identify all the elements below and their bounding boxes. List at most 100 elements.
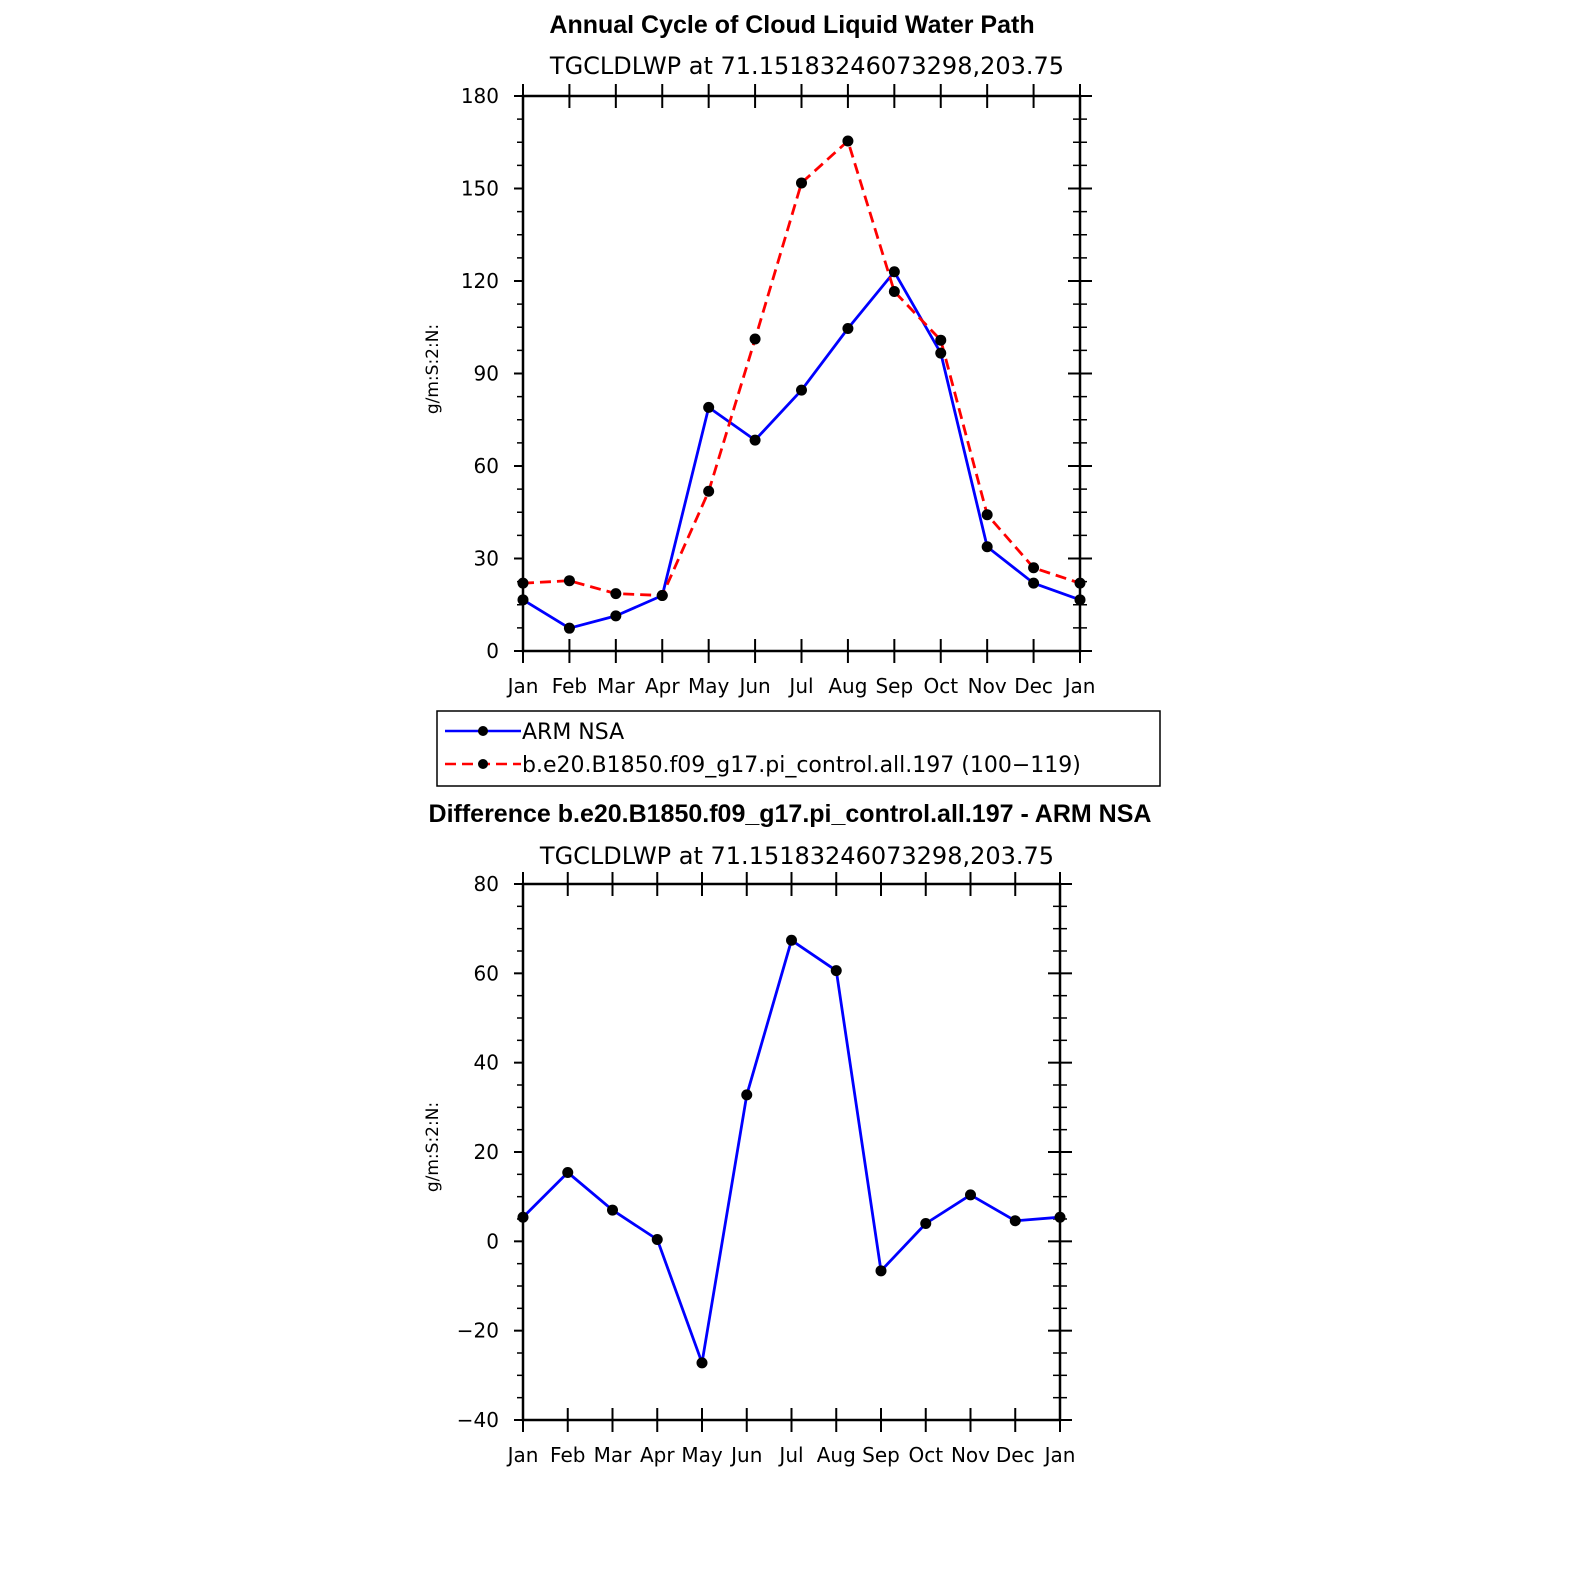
chart1-series-line-0 bbox=[522, 270, 1081, 630]
chart2-xtick-label: Dec bbox=[996, 1443, 1035, 1467]
chart2-series-line-0 bbox=[522, 938, 1061, 1365]
chart1-xtick-label: Oct bbox=[923, 674, 958, 698]
chart1-series-1-point bbox=[517, 577, 529, 589]
chart1-series-1-point bbox=[935, 334, 947, 346]
chart1-xtick-label: Mar bbox=[597, 674, 636, 698]
chart2-xtick-label: Mar bbox=[594, 1443, 633, 1467]
legend-box bbox=[436, 710, 1161, 787]
chart2-plot-frame bbox=[521, 882, 1062, 1422]
chart1-ytick-label: 150 bbox=[461, 177, 499, 201]
chart1-series-1-point bbox=[563, 575, 575, 587]
chart2-subtitle: TGCLDLWP at 71.15183246073298,203.75 bbox=[539, 842, 1054, 870]
chart1-series-0-point bbox=[888, 266, 900, 278]
chart1-series-1-point bbox=[981, 509, 993, 521]
legend: ARM NSA b.e20.B1850.f09_g17.pi_control.a… bbox=[436, 710, 1161, 787]
chart2-xtick-label: Sep bbox=[862, 1443, 900, 1467]
chart1-xtick-label: Jun bbox=[737, 674, 770, 698]
chart1-ytick-label: 60 bbox=[474, 454, 499, 478]
chart1-series-0-point bbox=[610, 610, 622, 622]
chart2-ytick-label: 40 bbox=[474, 1051, 499, 1075]
chart2-ytick-label: −40 bbox=[457, 1408, 499, 1432]
chart1-series-0-point bbox=[981, 541, 993, 553]
chart2-series-0-point bbox=[696, 1357, 708, 1369]
chart2-series-layer bbox=[517, 934, 1066, 1369]
difference-chart: Difference b.e20.B1850.f09_g17.pi_contro… bbox=[423, 800, 1151, 1467]
chart1-axes: 0 30 60 90 120 150 180 Jan Feb Mar Apr May Jun Jul Aug… bbox=[461, 84, 1096, 698]
chart2-xtick-label: Jan bbox=[1043, 1443, 1076, 1467]
chart1-series-0-point bbox=[796, 384, 807, 396]
legend-label-arm-nsa: ARM NSA bbox=[522, 720, 624, 745]
chart2-xtick-label: Jun bbox=[729, 1443, 762, 1467]
chart2-ytick-label: −20 bbox=[457, 1319, 499, 1343]
chart2-ytick-label: 0 bbox=[486, 1229, 499, 1253]
chart2-title: Difference b.e20.B1850.f09_g17.pi_contro… bbox=[429, 800, 1152, 828]
chart1-ytick-label: 30 bbox=[474, 547, 499, 571]
chart1-series-1-point bbox=[1074, 577, 1086, 589]
chart2-series-0-point bbox=[517, 1211, 529, 1223]
chart1-xtick-label: Jul bbox=[787, 674, 813, 698]
chart1-xtick-label: Feb bbox=[552, 674, 587, 698]
chart2-xtick-label: Jul bbox=[777, 1443, 803, 1467]
chart2-xtick-label: Nov bbox=[951, 1443, 990, 1467]
chart2-ytick-label: 60 bbox=[474, 961, 499, 985]
chart1-series-0-point bbox=[563, 622, 575, 634]
legend-marker-arm-nsa bbox=[478, 726, 488, 736]
chart1-xtick-label: Nov bbox=[968, 674, 1007, 698]
chart1-series-layer bbox=[517, 135, 1086, 634]
chart2-series-0-point bbox=[651, 1234, 663, 1246]
chart2-ytick-label: 20 bbox=[474, 1140, 499, 1164]
chart1-series-0-point bbox=[517, 594, 529, 606]
chart2-series-0-point bbox=[920, 1217, 932, 1229]
chart2-xtick-label: May bbox=[681, 1443, 723, 1467]
chart1-xtick-label: Dec bbox=[1014, 674, 1053, 698]
chart1-xtick-label: Jan bbox=[1063, 674, 1096, 698]
chart2-y-axis-label: g/m:S:2:N: bbox=[423, 1102, 443, 1192]
chart1-xtick-label: Sep bbox=[875, 674, 913, 698]
chart1-subtitle: TGCLDLWP at 71.15183246073298,203.75 bbox=[549, 52, 1064, 80]
chart2-xtick-label: Aug bbox=[817, 1443, 856, 1467]
chart1-title: Annual Cycle of Cloud Liquid Water Path bbox=[549, 11, 1034, 39]
chart1-xtick-label: Jan bbox=[506, 674, 539, 698]
chart2-axes: −40 −20 0 20 40 60 80 Jan Feb Mar Apr May Jun Jul Aug S… bbox=[457, 872, 1076, 1467]
chart2-ytick-label: 80 bbox=[474, 872, 499, 896]
chart1-ytick-label: 90 bbox=[474, 362, 499, 386]
chart1-series-0-point bbox=[703, 401, 715, 413]
chart1-series-1-point bbox=[656, 590, 668, 601]
chart1-xtick-label: May bbox=[688, 674, 730, 698]
annual-cycle-chart: Annual Cycle of Cloud Liquid Water Path … bbox=[423, 11, 1161, 787]
chart2-series-0-point bbox=[741, 1089, 753, 1101]
chart1-series-0-point bbox=[749, 434, 761, 446]
chart2-xtick-label: Oct bbox=[908, 1443, 943, 1467]
chart1-ytick-label: 180 bbox=[461, 84, 499, 108]
chart2-xtick-label: Apr bbox=[640, 1443, 675, 1467]
chart1-series-line-1 bbox=[522, 139, 1081, 597]
chart2-series-0-point bbox=[562, 1167, 574, 1179]
chart2-xtick-label: Feb bbox=[550, 1443, 585, 1467]
chart1-series-1-point bbox=[796, 177, 807, 189]
chart1-y-axis-label: g/m:S:2:N: bbox=[423, 324, 443, 414]
chart1-series-0-point bbox=[1028, 577, 1040, 589]
legend-marker-model bbox=[478, 759, 488, 769]
chart1-series-1-point bbox=[888, 285, 900, 297]
chart2-series-0-point bbox=[965, 1189, 976, 1201]
chart1-series-0-point bbox=[935, 347, 947, 359]
chart1-series-0-point bbox=[1074, 594, 1086, 606]
chart2-series-0-point bbox=[1054, 1211, 1066, 1223]
chart1-xtick-label: Apr bbox=[645, 674, 680, 698]
chart1-series-1-point bbox=[842, 135, 854, 147]
chart1-ytick-label: 120 bbox=[461, 269, 499, 293]
chart1-series-1-point bbox=[610, 588, 622, 600]
chart1-series-1-point bbox=[1028, 562, 1040, 574]
chart1-series-0-point bbox=[842, 322, 854, 334]
chart1-series-1-point bbox=[749, 333, 761, 345]
chart2-series-0-point bbox=[875, 1265, 887, 1277]
chart2-series-0-point bbox=[830, 965, 842, 977]
chart1-ytick-label: 0 bbox=[486, 639, 499, 663]
chart2-xtick-label: Jan bbox=[506, 1443, 539, 1467]
chart2-series-0-point bbox=[607, 1204, 618, 1216]
chart2-series-0-point bbox=[1009, 1215, 1021, 1227]
chart1-xtick-label: Aug bbox=[828, 674, 867, 698]
chart1-series-1-point bbox=[703, 485, 715, 497]
legend-label-model: b.e20.B1850.f09_g17.pi_control.all.197 (… bbox=[522, 753, 1081, 778]
